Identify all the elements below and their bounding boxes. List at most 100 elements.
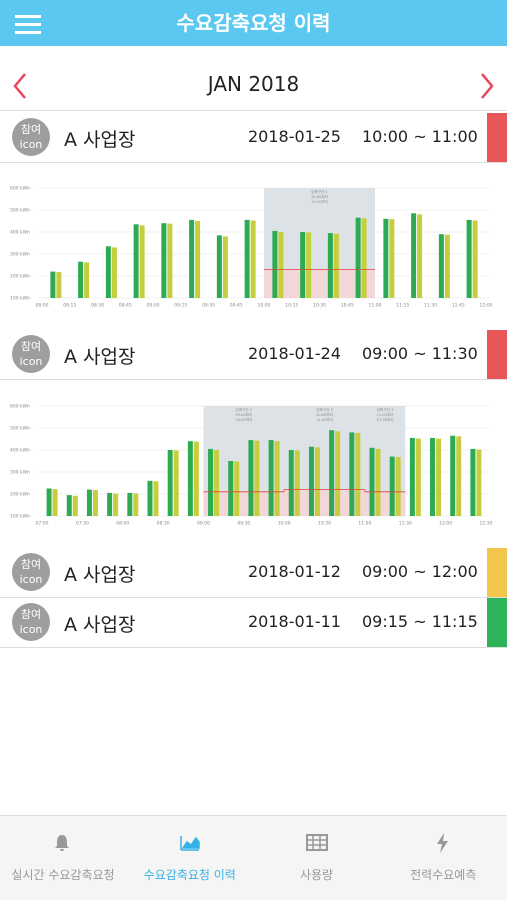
bar: [208, 448, 214, 516]
bar: [456, 436, 462, 516]
badge: 참여 icon: [12, 603, 50, 641]
chart: 100 kWh 200 kWh 300 kWh 400 kWh 500 kWh 600 k…: [10, 186, 493, 309]
badge-text: 참여: [20, 340, 42, 353]
bar: [415, 438, 421, 516]
x-tick-label: 10:30: [313, 303, 326, 309]
bar: [214, 450, 220, 516]
tab-bar: 실시간 수요감축요청 수요감축요청 이력 사용량 전력수요예측: [0, 815, 507, 900]
region-time: 10:00부터: [316, 412, 333, 417]
x-tick-label: 12:00: [439, 521, 452, 527]
bar: [333, 233, 339, 298]
y-tick-label: 600 kWh: [10, 404, 30, 410]
bar: [167, 223, 173, 298]
x-tick-label: 09:00: [147, 303, 160, 309]
y-tick-label: 200 kWh: [10, 274, 30, 280]
x-tick-label: 11:15: [396, 303, 409, 309]
bar: [167, 450, 173, 516]
y-tick-label: 100 kWh: [10, 514, 30, 520]
x-tick-label: 10:00: [258, 303, 271, 309]
next-month[interactable]: [479, 72, 495, 100]
badge-text: icon: [19, 138, 43, 151]
bar: [450, 435, 456, 516]
tab-icon: [305, 834, 328, 851]
list-item[interactable]: 참여 icon A 사업장 2018-01-25 10:00 ~ 11:00: [0, 113, 507, 163]
list-item[interactable]: 참여 icon A 사업장 2018-01-12 09:00 ~ 12:00: [0, 548, 507, 598]
bar: [466, 219, 472, 298]
chart: 100 kWh 200 kWh 300 kWh 400 kWh 500 kWh 600 k…: [10, 404, 493, 527]
date: 2018-01-11: [248, 612, 341, 631]
bar: [50, 271, 56, 298]
bar: [476, 449, 482, 516]
bar: [189, 219, 195, 298]
region-label: 감축구간 2: [316, 407, 333, 412]
x-tick-label: 08:30: [157, 521, 170, 527]
bar: [56, 272, 62, 298]
bar: [444, 234, 450, 298]
bar: [222, 236, 228, 298]
region-time: 10:00까지: [235, 417, 252, 422]
header: 수요감축요청 이력: [0, 0, 507, 46]
bar: [272, 230, 278, 298]
y-tick-label: 600 kWh: [10, 186, 30, 192]
tab-icon: [55, 835, 69, 851]
bar: [308, 446, 314, 516]
x-tick-label: 12:30: [480, 521, 493, 527]
tab-icon: [180, 836, 200, 851]
bar: [52, 489, 58, 516]
bar: [306, 232, 312, 298]
tab[interactable]: 실시간 수요감축요청: [0, 816, 126, 900]
tab-label: 수요감축요청 이력: [143, 868, 236, 882]
region-time: 11:00까지: [311, 199, 328, 204]
tab-label: 실시간 수요감축요청: [11, 868, 115, 882]
x-tick-label: 08:45: [119, 303, 132, 309]
region-time: 11:00부터: [377, 412, 394, 417]
menu-button[interactable]: [15, 14, 43, 34]
x-tick-label: 08:30: [91, 303, 104, 309]
tab[interactable]: 전력수요예측: [380, 816, 506, 900]
bar: [349, 432, 355, 516]
bar: [436, 438, 442, 516]
status-indicator: [487, 330, 507, 379]
y-tick-label: 500 kWh: [10, 426, 30, 432]
bar: [389, 456, 395, 516]
bar: [133, 224, 139, 298]
x-tick-label: 11:00: [369, 303, 382, 309]
bar: [111, 247, 117, 298]
bar: [127, 492, 133, 516]
x-tick-label: 09:30: [237, 521, 250, 527]
y-tick-label: 200 kWh: [10, 492, 30, 498]
month-nav: JAN 2018: [0, 58, 507, 111]
x-tick-label: 09:45: [230, 303, 243, 309]
bar: [107, 492, 113, 516]
badge-text: 참여: [20, 558, 42, 571]
bar: [369, 447, 375, 516]
badge: 참여 icon: [12, 553, 50, 591]
bar: [248, 440, 254, 516]
tab[interactable]: 수요감축요청 이력: [127, 816, 253, 900]
list-item[interactable]: 참여 icon A 사업장 2018-01-11 09:15 ~ 11:15: [0, 598, 507, 648]
y-tick-label: 300 kWh: [10, 470, 30, 476]
bar: [139, 225, 145, 298]
x-tick-label: 07:30: [76, 521, 89, 527]
prev-month[interactable]: [12, 72, 28, 100]
y-tick-label: 300 kWh: [10, 252, 30, 258]
badge-text: icon: [19, 623, 43, 636]
list-item[interactable]: 참여 icon A 사업장 2018-01-24 09:00 ~ 11:30: [0, 330, 507, 380]
bar: [72, 495, 78, 516]
region-time: 10:00부터: [311, 194, 328, 199]
bar: [193, 441, 199, 516]
y-tick-label: 400 kWh: [10, 448, 30, 454]
bar: [288, 450, 294, 516]
date: 2018-01-24: [248, 344, 341, 363]
tab-label: 전력수요예측: [410, 868, 477, 882]
bar: [153, 481, 159, 516]
tab[interactable]: 사용량: [254, 816, 380, 900]
x-tick-label: 08:00: [116, 521, 129, 527]
badge-text: icon: [19, 573, 43, 586]
bar: [84, 262, 90, 298]
region-time: 11:30까지: [377, 417, 394, 422]
bar: [113, 493, 119, 516]
bar: [228, 461, 234, 516]
date: 2018-01-12: [248, 562, 341, 581]
month-title: JAN 2018: [207, 72, 300, 96]
